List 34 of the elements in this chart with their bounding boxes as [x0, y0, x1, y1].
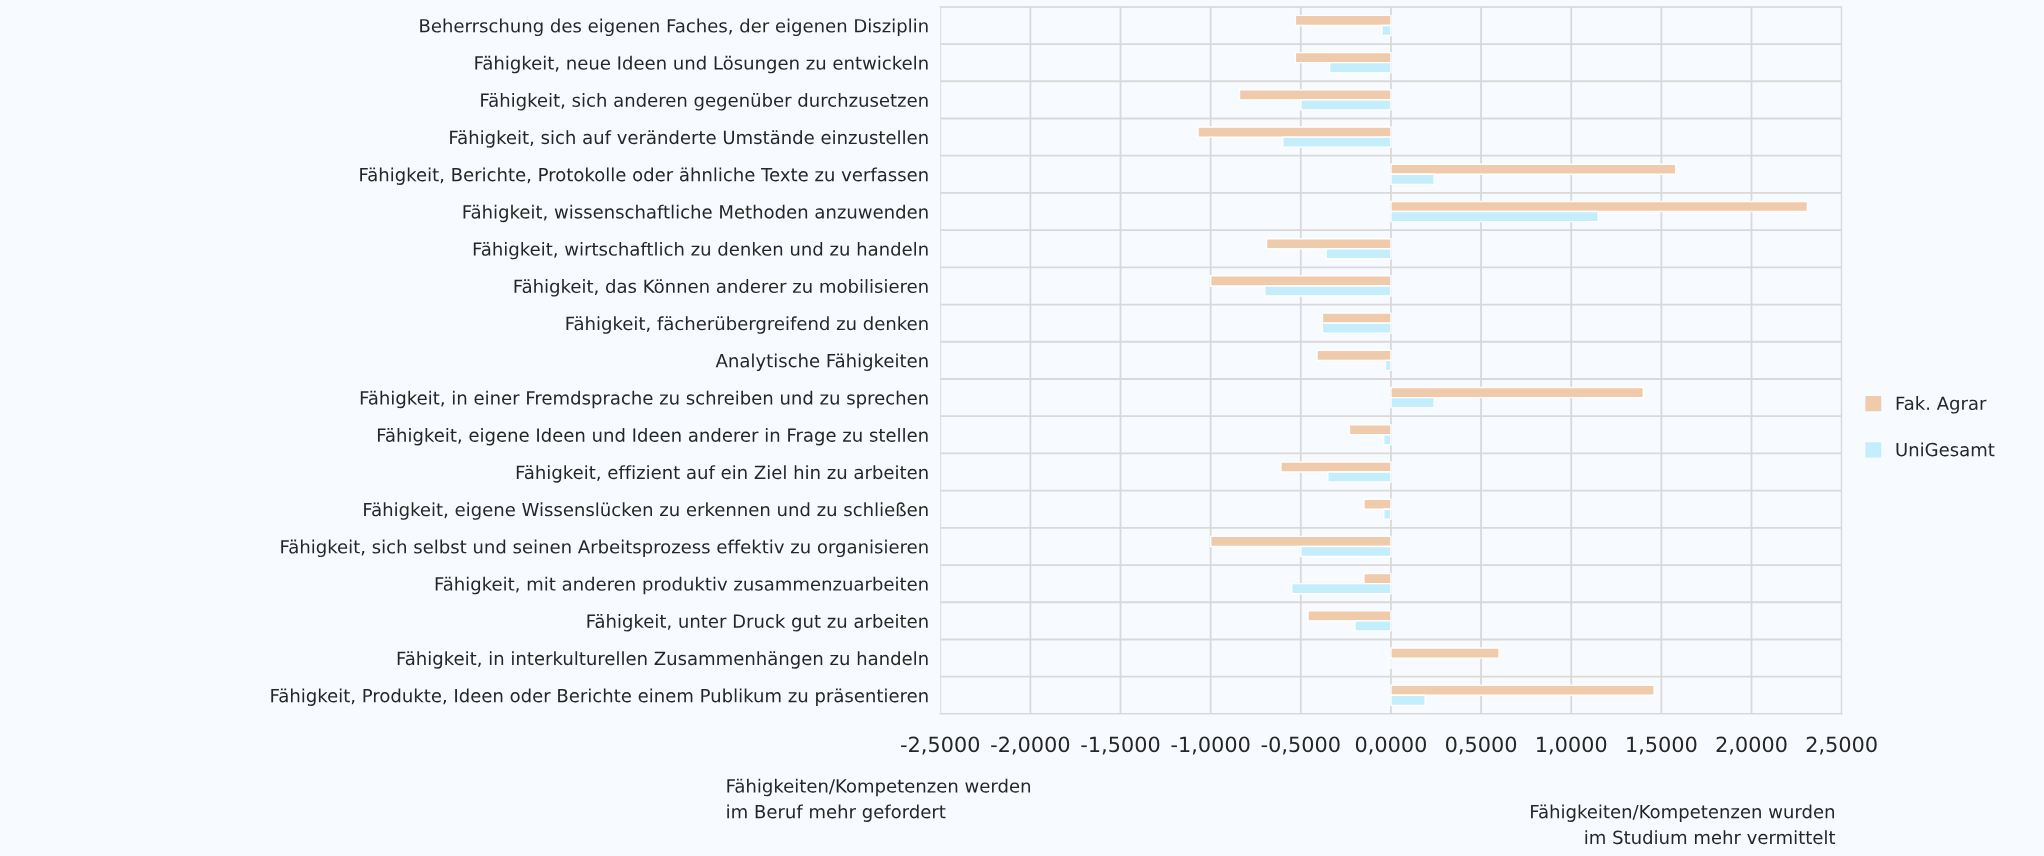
x-tick-label: -1,5000 [1081, 736, 1160, 755]
x-tick-label: -1,0000 [1171, 736, 1250, 755]
x-tick-label: 2,0000 [1716, 736, 1787, 755]
y-tick-label: Fähigkeit, unter Druck gut zu arbeiten [587, 614, 928, 632]
x-tick-label: 0,0000 [1355, 736, 1427, 755]
y-tick-label: Fähigkeit, neue Ideen und Lösungen zu entwickeln [475, 55, 928, 74]
x-tick-label: 0,5000 [1446, 736, 1517, 755]
y-tick-label: Fähigkeit, Berichte, Protokolle oder ähnliche Texte zu verfassen [360, 167, 928, 185]
y-tick-label: Fähigkeit, eigene Ideen und Ideen anderer in Frage zu stellen [377, 427, 928, 446]
y-tick-label: Fähigkeit, mit anderen produktiv zusammenzuarbeiten [435, 576, 928, 595]
y-tick-label: Fähigkeit, in interkulturellen Zusammenhängen zu handeln [397, 651, 928, 669]
y-tick-label: Fähigkeit, Produkte, Ideen oder Berichte einem Publikum zu präsentieren [271, 688, 928, 706]
x-tick-label: 2,5000 [1806, 736, 1877, 755]
text: Fähigkeiten/Kompetenzen werden im Beruf mehr gefordert [727, 778, 1030, 822]
legend-label: Fak. Agrar [1896, 396, 1987, 414]
y-tick-label: Fähigkeit, wirtschaftlich zu denken und zu handeln [473, 241, 928, 260]
x-tick-label: 1,0000 [1537, 736, 1607, 755]
y-tick-label: Fähigkeit, effizient auf ein Ziel hin zu arbeiten [516, 465, 928, 483]
y-tick-label: Fähigkeit, sich anderen gegenüber durchzusetzen [481, 93, 928, 111]
y-tick-label: Fähigkeit, sich auf veränderte Umstände einzustellen [450, 130, 928, 148]
y-tick-label: Beherrschung des eigenen Faches, der eigenen Disziplin [420, 18, 928, 37]
y-tick-label: Fähigkeit, wissenschaftliche Methoden anzuwenden [463, 204, 928, 223]
legend-label: UniGesamt [1896, 442, 1995, 457]
y-tick-label: Fähigkeit, das Können anderer zu mobilisieren [514, 279, 928, 297]
y-tick-label: Fähigkeit, fächerübergreifend zu denken [566, 316, 928, 334]
y-tick-label: Analytische Fähigkeiten [715, 353, 928, 371]
y-tick-label: Fähigkeit, eigene Wissenslücken zu erkennen und zu schließen [364, 502, 928, 520]
y-tick-label: Fähigkeit, in einer Fremdsprache zu schreiben und zu sprechen [360, 390, 928, 409]
x-tick-label: -0,5000 [1261, 736, 1340, 755]
text: Fähigkeiten/Kompetenzen wurden im Studium mehr vermittelt [1531, 804, 1836, 845]
x-tick-label: 1,5000 [1627, 736, 1697, 755]
y-tick-label: Fähigkeit, sich selbst und seinen Arbeitsprozess effektiv zu organisieren [281, 539, 928, 558]
x-tick-label: -2,5000 [901, 736, 980, 755]
x-tick-label: -2,0000 [991, 736, 1070, 755]
